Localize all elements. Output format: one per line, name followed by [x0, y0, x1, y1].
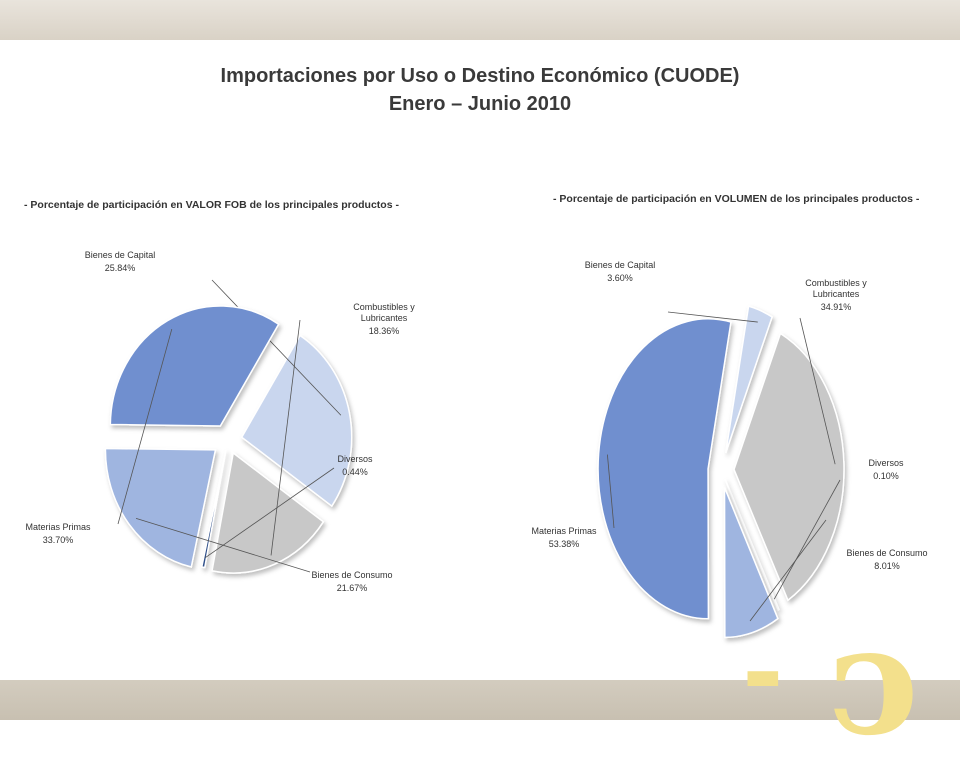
- decoration-bar: ▬: [744, 652, 782, 699]
- leader-line: [749, 519, 827, 622]
- leader-line: [270, 319, 301, 556]
- page-title: Importaciones por Uso o Destino Económic…: [180, 62, 780, 118]
- pie-slice-bienes-de-capital: [240, 334, 353, 508]
- pie-charts: Bienes de Capital 25.84% Combustibles y Lub…: [25, 250, 928, 639]
- pie-chart-volumen: Bienes de Capital 3.60% Combustibles y Lubr…: [531, 260, 928, 639]
- slice-value: 53.38%: [549, 539, 580, 549]
- chart-right-subtitle: - Porcentaje de participación en VOLUMEN…: [553, 193, 920, 205]
- leader-line: [799, 317, 836, 465]
- bottom-band: [0, 680, 960, 720]
- slice-label: Combustibles y Lubricantes 18.36%: [353, 302, 415, 336]
- leader-line: [117, 328, 173, 525]
- leader-line: [211, 279, 342, 416]
- pie-slice-materias-primas: [109, 305, 280, 427]
- slice-value: 21.67%: [337, 583, 368, 593]
- pie-slice-materias-primas: [597, 318, 732, 620]
- leader-line: [607, 454, 615, 529]
- slice-value: 33.70%: [43, 535, 74, 545]
- chart-left-subtitle: - Porcentaje de participación en VALOR F…: [24, 199, 399, 211]
- pie-slice-bienes-de-capital: [724, 305, 774, 454]
- leader-line: [204, 467, 335, 559]
- slice-value: 8.01%: [874, 561, 900, 571]
- slice-label: Bienes de Capital 3.60%: [585, 260, 656, 283]
- title-line-1: Importaciones por Uso o Destino Económic…: [220, 65, 740, 87]
- slice-value: 3.60%: [607, 273, 633, 283]
- leader-line: [667, 311, 758, 323]
- top-band: [0, 0, 960, 40]
- slice-value: 0.44%: [342, 467, 368, 477]
- slice-label: Diversos 0.44%: [337, 454, 373, 477]
- slice-label: Combustibles y Lubricantes 34.91%: [805, 278, 867, 312]
- pie-slice-bienes-de-consumo: [104, 447, 217, 568]
- slice-label: Materias Primas 33.70%: [25, 522, 91, 545]
- slice-label: Materias Primas 53.38%: [531, 526, 597, 549]
- pie-slice-diversos: [724, 478, 780, 612]
- pie-chart-valor-fob: Bienes de Capital 25.84% Combustibles y Lub…: [25, 250, 415, 593]
- slice-value: 0.10%: [873, 471, 899, 481]
- slice-value: 34.91%: [821, 302, 852, 312]
- pie-slice-diversos: [200, 449, 227, 569]
- pie-slice-combustibles-y-lubricantes: [211, 451, 325, 574]
- slice-label: Diversos 0.10%: [868, 458, 904, 481]
- pie-slice-bienes-de-consumo: [723, 487, 779, 639]
- leader-line: [773, 479, 841, 600]
- slice-value: 25.84%: [105, 263, 136, 273]
- slice-value: 18.36%: [369, 326, 400, 336]
- slice-label: Bienes de Consumo 21.67%: [311, 570, 392, 593]
- slice-label: Bienes de Consumo 8.01%: [846, 548, 927, 571]
- title-line-2: Enero – Junio 2010: [388, 93, 572, 115]
- pie-slice-combustibles-y-lubricantes: [733, 332, 845, 602]
- leader-line: [135, 517, 311, 573]
- slice-label: Bienes de Capital 25.84%: [85, 250, 156, 273]
